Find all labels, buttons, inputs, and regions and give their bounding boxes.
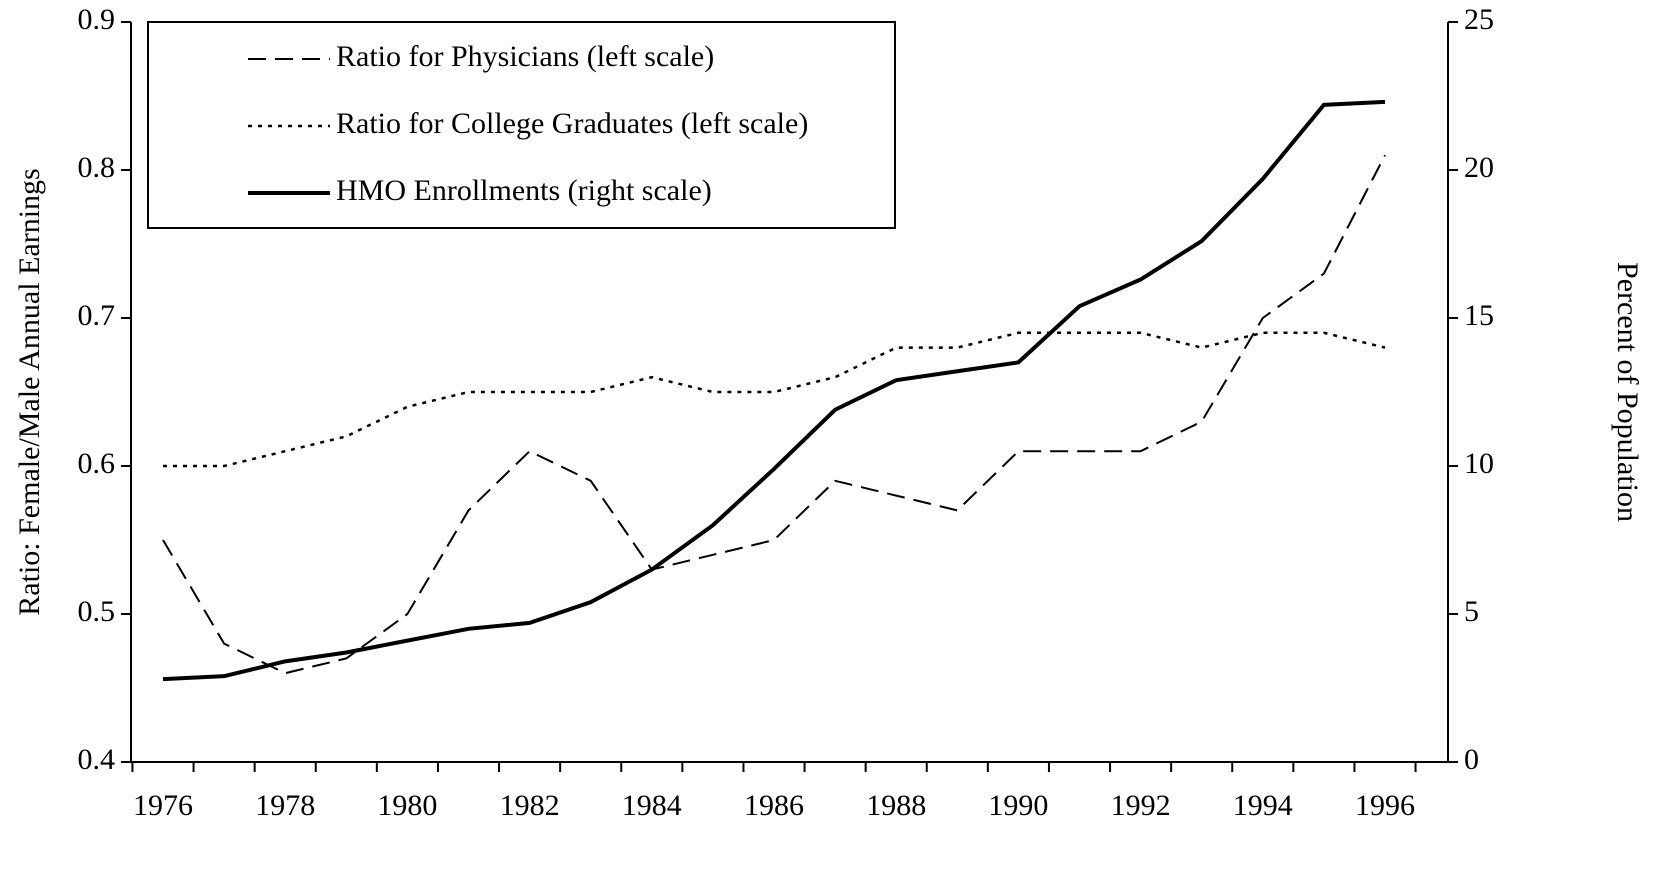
legend-label: Ratio for College Graduates (left scale) [336,107,808,140]
y-tick-label: 0.8 [78,151,116,184]
y-tick-label: 0.9 [78,3,116,36]
x-tick-label: 1982 [500,789,560,822]
y-tick-label: 0.4 [78,743,116,776]
series-line [163,331,1386,468]
series-line [162,154,1386,675]
y-axis-label: Ratio: Female/Male Annual Earnings [13,168,46,615]
series-line [162,99,1386,682]
legend-label: Ratio for Physicians (left scale) [336,40,714,73]
y2-tick-label: 10 [1464,447,1494,480]
y-tick-label: 0.7 [78,299,116,332]
y2-tick-label: 15 [1464,299,1494,332]
x-tick-label: 1992 [1111,789,1171,822]
y-tick-label: 0.5 [78,595,116,628]
x-tick-label: 1988 [866,789,926,822]
x-tick-label: 1990 [988,789,1048,822]
y-tick-label: 0.6 [78,447,116,480]
x-tick-label: 1980 [377,789,437,822]
x-tick-label: 1996 [1355,789,1415,822]
x-tick-label: 1978 [255,789,315,822]
y2-tick-label: 5 [1464,595,1479,628]
y2-axis-label: Percent of Population [1611,262,1644,522]
y2-tick-label: 25 [1464,3,1494,36]
x-tick-label: 1976 [133,789,193,822]
x-tick-label: 1986 [744,789,804,822]
x-tick-label: 1994 [1233,789,1293,822]
y2-tick-label: 0 [1464,743,1479,776]
y2-tick-label: 20 [1464,151,1494,184]
x-tick-label: 1984 [622,789,682,822]
legend-label: HMO Enrollments (right scale) [336,174,712,207]
